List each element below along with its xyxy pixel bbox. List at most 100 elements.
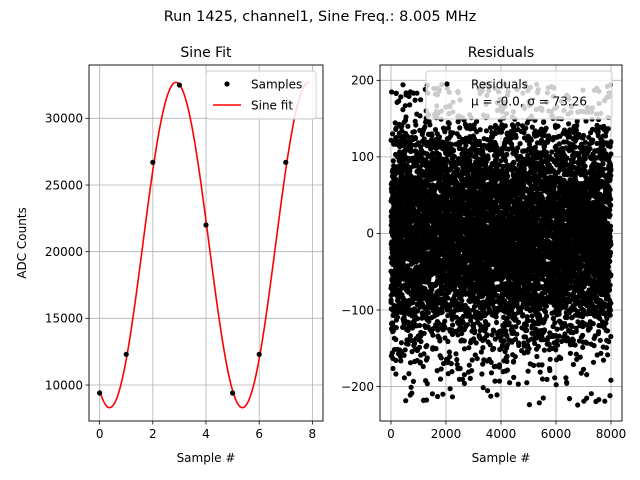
residual-point xyxy=(437,338,443,344)
residual-point xyxy=(457,365,463,372)
residual-point xyxy=(478,349,484,355)
residual-point xyxy=(420,363,426,370)
sample-point xyxy=(203,222,209,228)
residual-point xyxy=(405,341,411,347)
residual-point xyxy=(407,360,414,366)
residual-point xyxy=(398,358,404,364)
residual-point xyxy=(418,97,424,103)
residual-point xyxy=(424,355,430,361)
residual-point xyxy=(515,381,521,387)
residual-point xyxy=(492,378,498,384)
residual-point xyxy=(460,313,466,319)
sample-point xyxy=(176,82,183,88)
residual-point xyxy=(411,129,417,135)
sample-point xyxy=(256,351,262,357)
residual-point xyxy=(425,310,431,316)
residual-point xyxy=(446,121,452,127)
residual-point xyxy=(467,375,473,381)
sine-fit-x-axis-label: Sample # xyxy=(177,451,236,465)
residual-point xyxy=(407,102,413,108)
residual-point xyxy=(504,358,510,365)
residual-point xyxy=(401,352,407,358)
residual-point xyxy=(407,333,413,339)
residual-point xyxy=(459,298,465,304)
residual-point xyxy=(417,113,423,119)
residuals-x-tick-label: 0 xyxy=(387,427,395,441)
residual-point xyxy=(417,359,423,365)
sample-point xyxy=(123,351,129,357)
sine-fit-data xyxy=(97,81,310,409)
residual-point xyxy=(414,316,421,322)
residual-point xyxy=(390,158,396,164)
residual-point xyxy=(433,346,439,352)
residual-point xyxy=(421,136,427,142)
residual-point xyxy=(474,118,480,124)
residual-point xyxy=(398,340,404,346)
residual-point xyxy=(423,397,430,403)
residual-point xyxy=(480,361,486,367)
residual-point xyxy=(429,391,435,397)
residual-point xyxy=(464,322,470,328)
residual-point xyxy=(445,371,451,377)
residuals-y-tick-label: −200 xyxy=(341,380,374,394)
figure-suptitle: Run 1425, channel1, Sine Freq.: 8.005 MH… xyxy=(164,9,477,25)
residual-point xyxy=(409,142,415,148)
residual-point xyxy=(510,358,517,364)
residual-point xyxy=(421,330,427,336)
residual-point xyxy=(446,349,452,355)
residual-point xyxy=(459,376,466,382)
residual-point xyxy=(403,90,409,96)
residual-point xyxy=(393,125,399,131)
residual-point xyxy=(442,335,448,341)
sine-fit-x-tick-label: 2 xyxy=(149,427,157,441)
residual-point xyxy=(393,336,399,343)
residual-point xyxy=(416,140,422,146)
sine-fit-y-tick-label: 15000 xyxy=(45,312,83,326)
residual-point xyxy=(397,277,403,283)
residual-point xyxy=(422,124,428,130)
residual-point xyxy=(504,353,510,359)
residual-point xyxy=(393,134,399,141)
residual-point xyxy=(393,90,399,96)
sine-fit-y-tick-label: 20000 xyxy=(45,245,83,259)
residual-point xyxy=(461,346,468,352)
residual-point xyxy=(417,322,423,329)
residuals-y-tick-label: 100 xyxy=(351,150,374,164)
residual-point xyxy=(493,319,500,326)
residual-point xyxy=(449,369,455,375)
residual-point xyxy=(455,166,461,172)
residual-point xyxy=(448,361,454,367)
residual-point xyxy=(389,131,396,137)
residual-point xyxy=(468,318,474,324)
residual-point xyxy=(471,336,477,342)
residual-point xyxy=(421,351,427,357)
sine-fit-axes-frame xyxy=(88,64,324,422)
residuals-title: Residuals xyxy=(468,45,534,61)
residual-point xyxy=(393,371,399,377)
residuals-data xyxy=(388,81,614,408)
residual-point xyxy=(445,338,451,345)
residual-point xyxy=(447,354,453,360)
residual-point xyxy=(438,366,444,372)
residual-point xyxy=(485,388,491,394)
sine-fit-curve xyxy=(98,81,310,409)
residual-point xyxy=(483,128,489,134)
residuals-panel: Residuals 0 2000 4000 6000 8000−200−10001002… xyxy=(341,45,626,465)
residual-point xyxy=(423,195,429,201)
residual-point xyxy=(410,378,416,384)
residual-point xyxy=(466,362,472,368)
residual-point xyxy=(408,148,414,154)
residual-point xyxy=(424,381,430,387)
residual-point xyxy=(480,385,486,391)
residual-point xyxy=(504,342,511,348)
residual-point xyxy=(502,157,509,164)
residual-point xyxy=(501,338,507,344)
residual-point xyxy=(512,354,518,360)
residuals-x-tick-label: 4000 xyxy=(486,427,517,441)
residual-point xyxy=(459,330,465,337)
residual-point xyxy=(469,368,475,374)
residual-point xyxy=(450,130,456,136)
residual-point xyxy=(430,332,436,338)
residual-point xyxy=(480,345,486,351)
